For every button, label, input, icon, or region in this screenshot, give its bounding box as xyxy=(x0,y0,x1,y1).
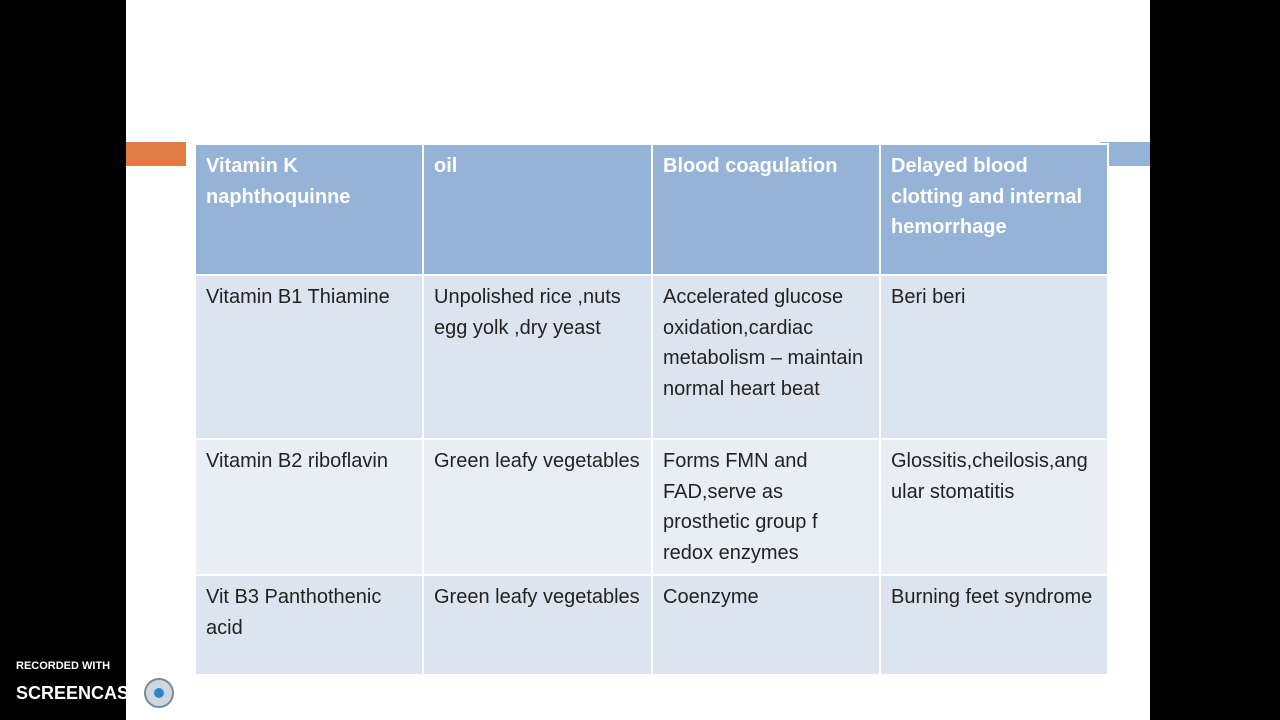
watermark: RECORDED WITH SCREENCAST MATIC xyxy=(16,660,234,708)
header-cell: Delayed blood clotting and internal hemo… xyxy=(879,143,1109,276)
cell: Vit B3 Panthothenic acid xyxy=(194,574,424,676)
accent-bar xyxy=(1100,142,1150,166)
cell: Beri beri xyxy=(879,274,1109,440)
accent-bar xyxy=(126,142,186,166)
cell: Coenzyme xyxy=(651,574,881,676)
cell: Burning feet syndrome xyxy=(879,574,1109,676)
cell: Accelerated glucose oxidation,cardiac me… xyxy=(651,274,881,440)
logo-icon xyxy=(144,678,175,708)
header-cell: oil xyxy=(422,143,653,276)
table-row: Vitamin B2 riboflavin Green leafy vegeta… xyxy=(194,438,1109,576)
cell: Unpolished rice ,nuts egg yolk ,dry yeas… xyxy=(422,274,653,440)
header-cell: Blood coagulation xyxy=(651,143,881,276)
table-row: Vitamin B1 Thiamine Unpolished rice ,nut… xyxy=(194,274,1109,440)
cell: Glossitis,cheilosis,angular stomatitis xyxy=(879,438,1109,576)
cell: Green leafy vegetables xyxy=(422,574,653,676)
watermark-text: MATIC xyxy=(178,682,234,703)
header-row: Vitamin K naphthoquinne oil Blood coagul… xyxy=(194,143,1109,276)
table-row: Vit B3 Panthothenic acid Green leafy veg… xyxy=(194,574,1109,676)
cell: Vitamin B2 riboflavin xyxy=(194,438,424,576)
cell: Forms FMN and FAD,serve as prosthetic gr… xyxy=(651,438,881,576)
watermark-text: SCREENCAST xyxy=(16,682,141,703)
cell: Green leafy vegetables xyxy=(422,438,653,576)
vitamin-table: Vitamin K naphthoquinne oil Blood coagul… xyxy=(194,143,1109,676)
cell: Vitamin B1 Thiamine xyxy=(194,274,424,440)
watermark-logo: SCREENCAST MATIC xyxy=(16,678,234,708)
header-cell: Vitamin K naphthoquinne xyxy=(194,143,424,276)
watermark-text: RECORDED WITH xyxy=(16,660,111,672)
